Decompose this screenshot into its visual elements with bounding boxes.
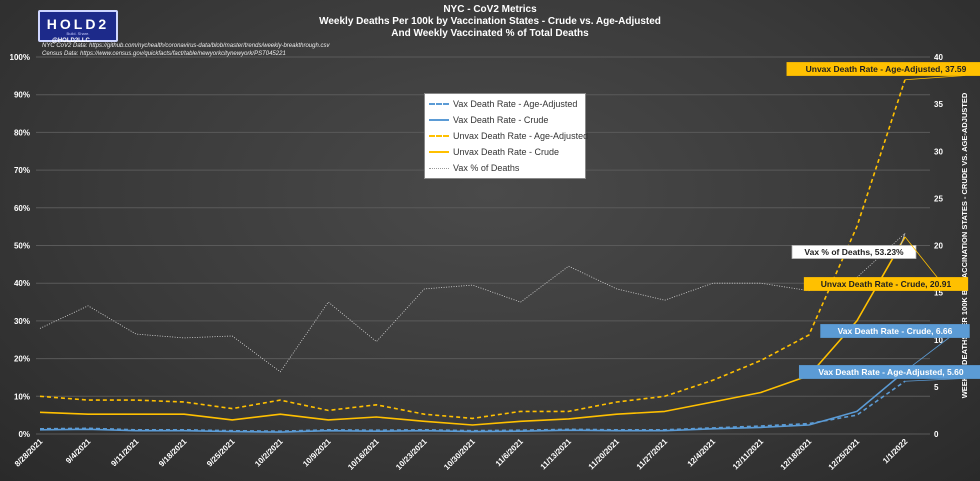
x-tick-label: 10/30/2021 [442, 437, 477, 472]
brand-logo: HOLD2 Build. Share. [38, 10, 118, 42]
series-line [39, 79, 906, 420]
x-tick-label: 11/6/2021 [494, 437, 526, 469]
series-line [39, 233, 906, 373]
callout-label: Vax % of Deaths, 53.23% [804, 247, 904, 257]
legend-item-vax-pct-deaths: Vax % of Deaths [429, 161, 519, 175]
right-tick-label: 10 [934, 336, 943, 345]
legend-item-unvax-age-adjusted: Unvax Death Rate - Age-Adjusted [429, 129, 588, 143]
social-handle: @HOLD2LLC [52, 38, 90, 44]
x-tick-label: 11/27/2021 [635, 437, 670, 472]
legend-swatch [429, 103, 449, 105]
right-tick-label: 35 [934, 100, 943, 109]
legend-item-unvax-crude: Unvax Death Rate - Crude [429, 145, 559, 159]
series-line [39, 380, 906, 433]
series-line [39, 370, 906, 433]
chart-title-line-3: And Weekly Vaccinated % of Total Deaths [391, 28, 589, 39]
x-tick-label: 11/20/2021 [587, 437, 622, 472]
callout-box [798, 365, 980, 379]
callout-label: Unvax Death Rate - Age-Adjusted, 37.59 [806, 64, 967, 74]
x-tick-label: 9/4/2021 [64, 437, 93, 466]
legend-label: Unvax Death Rate - Crude [453, 147, 560, 157]
right-tick-label: 20 [934, 242, 943, 251]
callout-label: Vax Death Rate - Crude, 6.66 [838, 326, 953, 336]
x-tick-label: 12/11/2021 [731, 437, 766, 472]
callout-box [803, 277, 969, 291]
source-line-1: NYC CoV2 Data: https://github.com/nychea… [42, 43, 330, 49]
chart-title-line-1: NYC - CoV2 Metrics [443, 4, 537, 15]
right-tick-label: 25 [934, 194, 943, 203]
logo-subtext: Build. Share. [66, 30, 90, 36]
series-line [39, 236, 906, 426]
left-tick-label: 20% [14, 355, 30, 364]
right-tick-label: 30 [934, 147, 943, 156]
chart-legend: Vax Death Rate - Age-Adjusted Vax Death … [424, 93, 588, 179]
x-tick-label: 11/13/2021 [539, 437, 574, 472]
x-tick-label: 12/25/2021 [827, 437, 862, 472]
left-tick-label: 70% [14, 166, 30, 175]
left-tick-label: 90% [14, 91, 30, 100]
legend-swatch [429, 135, 449, 137]
legend-label: Unvax Death Rate - Age-Adjusted [453, 131, 589, 141]
legend-label: Vax Death Rate - Age-Adjusted [453, 99, 578, 109]
x-tick-label: 10/2/2021 [253, 437, 285, 469]
right-tick-label: 40 [934, 53, 943, 62]
left-tick-label: 60% [14, 204, 30, 213]
x-tick-label: 9/11/2021 [109, 437, 141, 469]
left-tick-label: 50% [14, 242, 30, 251]
legend-swatch [429, 167, 449, 169]
legend-label: Vax % of Deaths [453, 163, 520, 173]
right-tick-label: 0 [934, 430, 939, 439]
x-tick-label: 9/18/2021 [157, 437, 189, 469]
legend-item-vax-crude: Vax Death Rate - Crude [429, 113, 548, 127]
right-tick-label: 5 [934, 383, 939, 392]
callout-box [791, 245, 917, 259]
x-tick-label: 1/1/2022 [881, 437, 910, 466]
logo-text: HOLD2 [46, 15, 110, 32]
callout-leader [904, 378, 963, 382]
x-tick-label: 8/28/2021 [13, 437, 45, 469]
callout-label: Unvax Death Rate - Crude, 20.91 [821, 279, 952, 289]
callout-box [786, 62, 980, 76]
legend-swatch [429, 119, 449, 121]
left-tick-label: 0% [18, 430, 30, 439]
x-tick-label: 12/18/2021 [779, 437, 814, 472]
right-axis-label: WEEKLY DEATHS PER 100K BY VACCINATION ST… [960, 92, 969, 398]
right-tick-label: 15 [934, 289, 943, 298]
chart-title-block: NYC - CoV2 Metrics Weekly Deaths Per 100… [240, 4, 740, 40]
left-tick-label: 100% [10, 53, 30, 62]
legend-swatch [429, 151, 449, 153]
callout-leader [904, 75, 966, 81]
callout-label: Vax Death Rate - Age-Adjusted, 5.60 [818, 367, 963, 377]
left-tick-label: 30% [14, 317, 30, 326]
x-tick-label: 10/9/2021 [301, 437, 333, 469]
legend-label: Vax Death Rate - Crude [453, 115, 549, 125]
callout-box [820, 324, 970, 338]
x-tick-label: 9/25/2021 [205, 437, 237, 469]
x-tick-label: 10/16/2021 [346, 437, 381, 472]
source-citations: NYC CoV2 Data: https://github.com/nychea… [42, 42, 329, 58]
left-tick-label: 40% [14, 279, 30, 288]
chart-title-line-2: Weekly Deaths Per 100k by Vaccination St… [319, 16, 661, 27]
source-line-2: Census Data: https://www.census.gov/quic… [42, 51, 286, 57]
x-tick-label: 12/4/2021 [686, 437, 718, 469]
x-tick-label: 10/23/2021 [394, 437, 429, 472]
left-tick-label: 10% [14, 392, 30, 401]
legend-item-vax-age-adjusted: Vax Death Rate - Age-Adjusted [429, 97, 577, 111]
left-tick-label: 80% [14, 128, 30, 137]
